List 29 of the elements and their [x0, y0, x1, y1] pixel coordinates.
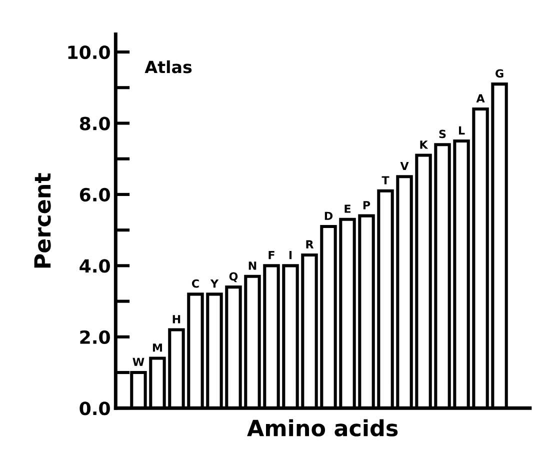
x-tick-label: F [268, 250, 274, 260]
x-tick-label: A [476, 94, 485, 102]
x-tick-label: I [289, 250, 292, 260]
y-tick-label: 0.0 [80, 402, 110, 416]
x-tick-label: Q [229, 272, 238, 282]
x-tick-label: K [420, 140, 428, 149]
x-tick-label: S [439, 130, 446, 138]
x-tick-label: N [248, 262, 256, 270]
x-tick-label: M [152, 344, 162, 352]
y-tick-label: 2.0 [80, 330, 110, 344]
x-tick-label: L [459, 126, 465, 134]
y-axis-title: Percent [34, 173, 51, 268]
x-tick-label: H [172, 315, 180, 324]
x-tick-label: V [400, 162, 409, 170]
x-tick-label: W [132, 358, 144, 366]
x-tick-label: P [363, 201, 370, 210]
y-tick-label: 4.0 [80, 259, 110, 273]
y-tick-label: 10.0 [68, 45, 110, 60]
y-tick-label: 8.0 [80, 116, 110, 130]
annotation: Atlas [144, 60, 192, 74]
x-tick-label: R [306, 240, 314, 248]
x-tick-label: T [382, 176, 390, 184]
x-tick-label: Y [210, 279, 219, 288]
x-tick-label: E [344, 204, 350, 213]
x-tick-label: C [192, 279, 199, 288]
x-tick-label: G [496, 69, 504, 78]
x-axis-title: Amino acids [247, 419, 398, 436]
x-tick-label: D [324, 212, 333, 220]
y-tick-label: 6.0 [80, 188, 110, 202]
